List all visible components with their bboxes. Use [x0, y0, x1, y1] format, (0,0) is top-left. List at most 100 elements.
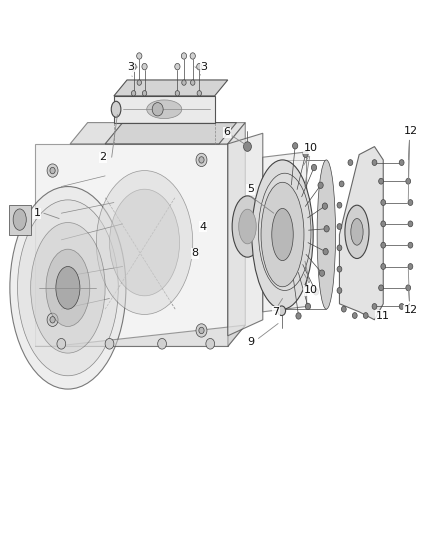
Ellipse shape [339, 181, 344, 187]
Ellipse shape [244, 142, 251, 151]
Ellipse shape [137, 53, 142, 59]
Ellipse shape [337, 245, 342, 251]
Ellipse shape [303, 151, 308, 157]
Ellipse shape [296, 313, 301, 319]
Polygon shape [114, 96, 215, 123]
Ellipse shape [147, 100, 182, 118]
Ellipse shape [381, 263, 385, 270]
Polygon shape [114, 80, 228, 96]
Ellipse shape [324, 225, 329, 232]
Ellipse shape [142, 63, 147, 70]
Ellipse shape [399, 160, 404, 165]
Ellipse shape [372, 304, 377, 309]
Ellipse shape [158, 338, 166, 349]
Ellipse shape [337, 288, 342, 293]
Ellipse shape [408, 200, 413, 205]
Ellipse shape [399, 304, 404, 309]
Ellipse shape [197, 91, 201, 96]
Ellipse shape [18, 200, 118, 376]
Ellipse shape [57, 338, 66, 349]
Text: 11: 11 [375, 311, 389, 320]
Ellipse shape [142, 91, 147, 96]
Ellipse shape [56, 266, 80, 309]
Ellipse shape [272, 208, 293, 261]
Text: 6: 6 [223, 127, 230, 137]
Ellipse shape [46, 249, 90, 326]
Polygon shape [228, 133, 263, 336]
Ellipse shape [137, 80, 141, 85]
Ellipse shape [322, 203, 328, 209]
Ellipse shape [261, 182, 304, 287]
Ellipse shape [311, 164, 317, 171]
Ellipse shape [191, 80, 195, 85]
Ellipse shape [10, 187, 126, 389]
Ellipse shape [47, 313, 58, 326]
Ellipse shape [381, 242, 385, 248]
Ellipse shape [131, 63, 136, 70]
Ellipse shape [408, 263, 413, 270]
Ellipse shape [175, 63, 180, 70]
Ellipse shape [152, 102, 163, 116]
Text: 3: 3 [127, 62, 134, 71]
Polygon shape [35, 144, 228, 346]
Ellipse shape [337, 224, 342, 229]
Text: 12: 12 [404, 305, 418, 315]
Ellipse shape [337, 266, 342, 272]
Ellipse shape [305, 303, 311, 310]
Ellipse shape [181, 53, 187, 59]
Ellipse shape [348, 160, 353, 165]
Polygon shape [339, 147, 383, 320]
Polygon shape [228, 123, 245, 346]
Polygon shape [105, 123, 237, 144]
Ellipse shape [352, 312, 357, 318]
Text: 9: 9 [247, 337, 254, 347]
Text: 12: 12 [404, 126, 418, 135]
Ellipse shape [50, 317, 55, 323]
Ellipse shape [378, 285, 384, 291]
Text: 2: 2 [99, 152, 106, 162]
Text: 5: 5 [247, 184, 254, 194]
Ellipse shape [345, 205, 369, 259]
Ellipse shape [199, 327, 204, 334]
Ellipse shape [252, 160, 313, 309]
Ellipse shape [196, 324, 207, 337]
Text: 7: 7 [272, 307, 279, 317]
Ellipse shape [351, 219, 363, 245]
Ellipse shape [50, 167, 55, 174]
Text: 4: 4 [199, 222, 206, 231]
Ellipse shape [408, 221, 413, 227]
Polygon shape [70, 123, 245, 144]
Polygon shape [263, 152, 307, 312]
Ellipse shape [190, 53, 195, 59]
Ellipse shape [131, 91, 136, 96]
Ellipse shape [319, 270, 325, 276]
Ellipse shape [313, 289, 318, 295]
Ellipse shape [381, 221, 385, 227]
Ellipse shape [31, 222, 105, 353]
Ellipse shape [323, 248, 328, 255]
Bar [9, 205, 31, 235]
Ellipse shape [47, 164, 58, 177]
Ellipse shape [196, 154, 207, 167]
Ellipse shape [199, 157, 204, 163]
Ellipse shape [293, 143, 298, 149]
Ellipse shape [406, 285, 411, 291]
Polygon shape [35, 325, 245, 346]
Text: 10: 10 [304, 143, 318, 153]
Ellipse shape [378, 178, 384, 184]
Ellipse shape [111, 101, 121, 117]
Ellipse shape [175, 91, 180, 96]
Text: 8: 8 [191, 248, 198, 258]
Ellipse shape [337, 203, 342, 208]
Text: 3: 3 [200, 62, 207, 71]
Ellipse shape [363, 312, 368, 318]
Ellipse shape [408, 242, 413, 248]
Ellipse shape [317, 160, 336, 309]
Ellipse shape [96, 171, 193, 314]
Ellipse shape [232, 196, 263, 257]
Ellipse shape [182, 80, 186, 85]
Text: 1: 1 [34, 208, 41, 218]
Ellipse shape [105, 338, 114, 349]
Ellipse shape [13, 209, 26, 230]
Text: 10: 10 [304, 286, 318, 295]
